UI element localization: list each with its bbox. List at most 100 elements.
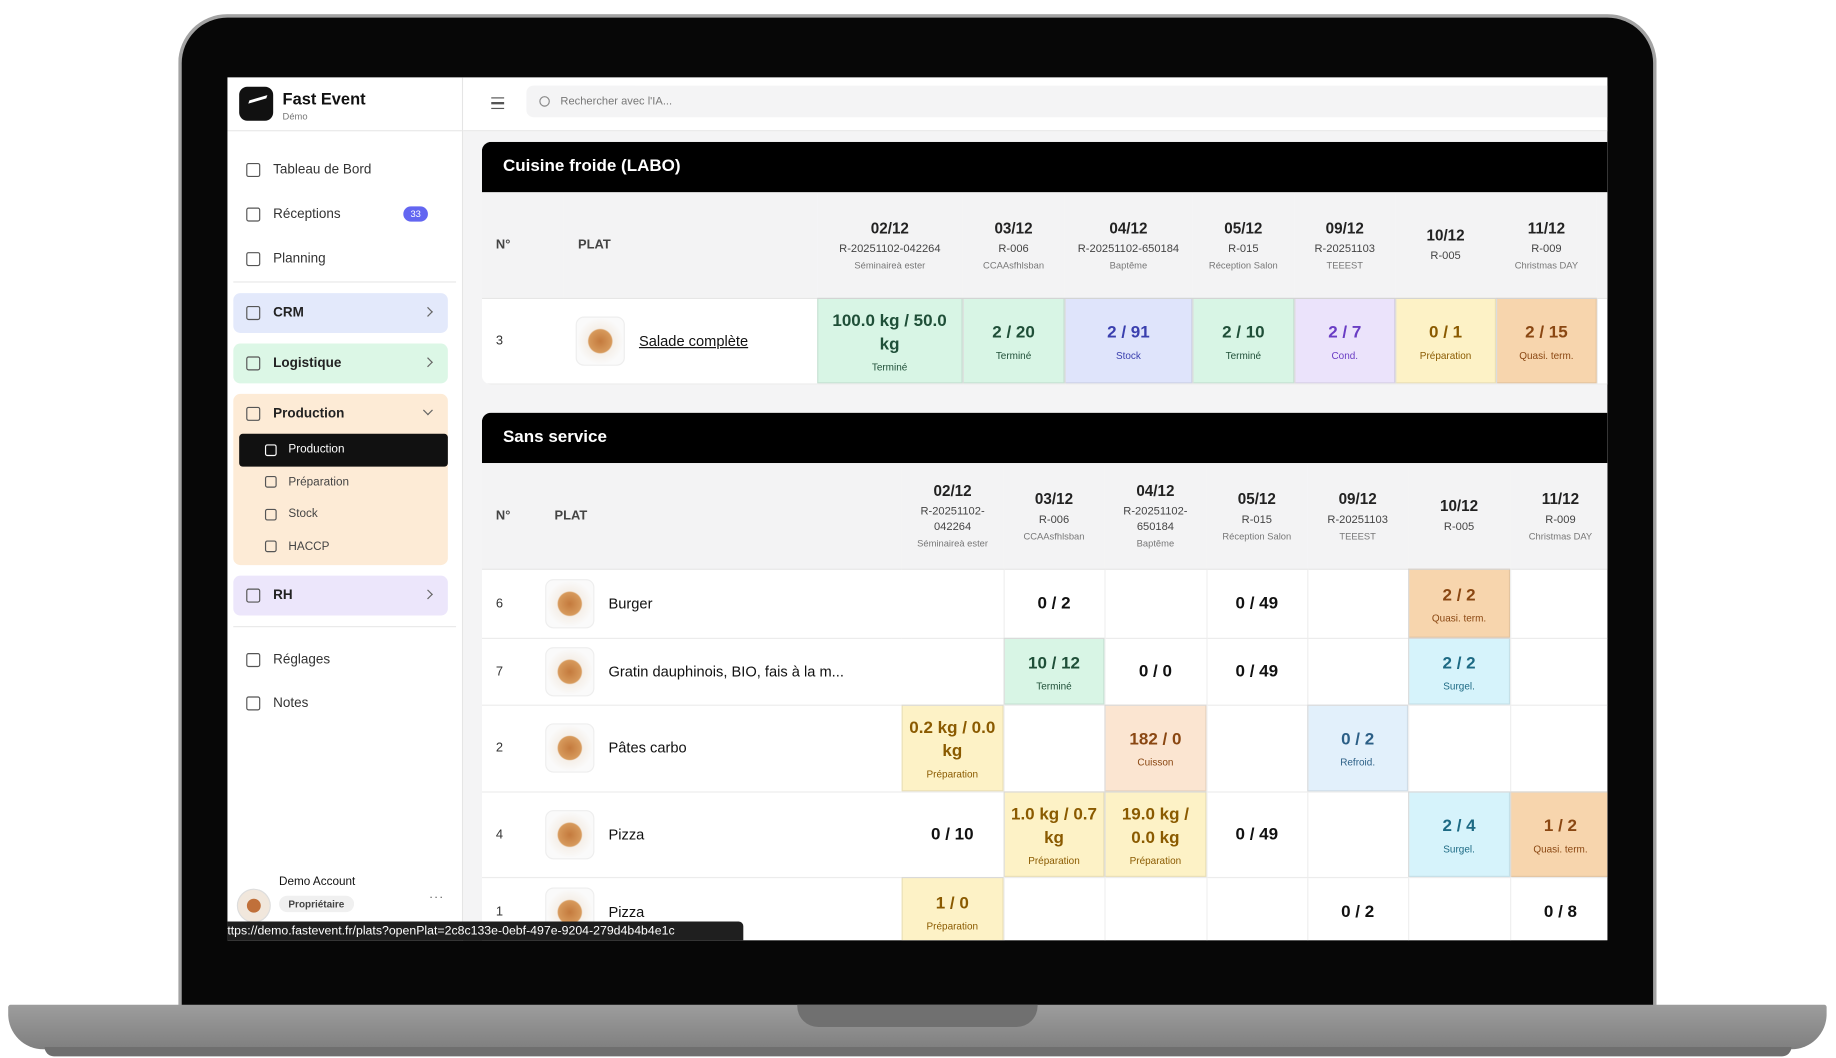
production-cell: [1510, 637, 1608, 706]
date-header: 10/12 R-005: [1408, 463, 1511, 570]
plat-name: Pâtes carbo: [608, 739, 687, 757]
search[interactable]: Rechercher avec l'IA...: [526, 85, 1608, 118]
production-cell[interactable]: 0 / 2: [1003, 568, 1105, 639]
production-cell[interactable]: 0 / 0: [1104, 637, 1207, 706]
row[interactable]: 3 Salade complète 100.0 kg / 50.0 kg Termin…: [481, 297, 1608, 384]
row[interactable]: 4 Pizza 0 / 10 1.0 kg / 0.7 kg Préparation 19…: [481, 791, 1608, 878]
row-number: 3: [481, 297, 564, 384]
nav-item[interactable]: Notes: [227, 681, 461, 724]
nav-group: Production Production Préparation Stock HACC…: [233, 393, 448, 566]
row[interactable]: 7 Gratin dauphinois, BIO, fais à la m... 1…: [481, 637, 1608, 706]
column-ref: R-20251102-650184: [1077, 242, 1180, 256]
column-ref: R-20251103: [1314, 242, 1375, 256]
production-cell[interactable]: 0 / 10: [901, 791, 1005, 878]
production-cell[interactable]: 0 / 2 Refroid.: [1307, 704, 1409, 792]
nav-label: RH: [273, 588, 293, 603]
plat-cell: Gratin dauphinois, BIO, fais à la m...: [540, 637, 902, 706]
row[interactable]: 2 Pâtes carbo 0.2 kg / 0.0 kg Préparation 18…: [481, 704, 1608, 792]
column-date: 11/12: [1541, 489, 1580, 508]
separator: [233, 626, 457, 628]
nav-icon: [246, 252, 261, 267]
cell-status: Préparation: [1129, 854, 1182, 866]
production-cell: [901, 637, 1005, 706]
cell-value: 2 / 4: [1442, 816, 1476, 836]
account[interactable]: Demo Account Propriétaire ···: [227, 870, 461, 940]
account-name: Demo Account: [279, 875, 356, 889]
nav-subitem[interactable]: Stock: [239, 498, 448, 530]
nav-subitem[interactable]: Préparation: [239, 466, 448, 498]
production-cell[interactable]: 0 / 8: [1510, 876, 1608, 941]
plat: Gratin dauphinois, BIO, fais à la m...: [545, 646, 897, 696]
production-cell[interactable]: 2 / 4 Surgel.: [1408, 791, 1511, 878]
cell-status: Préparation: [926, 920, 979, 933]
separator: [233, 281, 457, 283]
production-cell[interactable]: 100.0 kg / 50.0 kg Terminé: [817, 297, 964, 384]
column-ref: R-009: [1531, 242, 1562, 256]
production-cell[interactable]: 0 / 1 Préparation: [1395, 297, 1497, 384]
production-cell[interactable]: 1 / 0 Préparation: [901, 876, 1005, 941]
sidebar: Fast Event Démo Tableau de Bord Réception…: [227, 77, 464, 941]
main: Cuisine froide (LABO) N° PLAT 02/12 R-202511…: [481, 130, 1608, 941]
plat-cell: Pâtes carbo: [540, 704, 902, 792]
column-event: Séminaireà ester: [917, 538, 989, 549]
production-cell[interactable]: 10 / 12 Terminé: [1003, 637, 1105, 706]
production-cell[interactable]: 0 / 2: [1307, 876, 1409, 941]
nav-group-header[interactable]: Logistique: [233, 344, 448, 384]
cell-value: 2 / 15: [1525, 322, 1568, 342]
production-cell[interactable]: 0 / 49: [1206, 568, 1308, 639]
production-cell[interactable]: 2 / 7 Cond.: [1294, 297, 1396, 384]
column-date: 04/12: [1136, 482, 1175, 500]
column-ref: R-20251102-650184: [1123, 505, 1188, 534]
nav-group-header[interactable]: CRM: [233, 293, 448, 333]
production-cell[interactable]: 0 / 49: [1206, 637, 1308, 706]
brand[interactable]: Fast Event Démo: [227, 77, 462, 132]
nav-subitem[interactable]: HACCP: [239, 531, 448, 563]
table: N° PLAT 02/12 R-20251102-042264 Séminaireà e…: [481, 463, 1608, 941]
production-cell[interactable]: 2 / 10 Terminé: [1192, 297, 1295, 384]
plat: Burger: [545, 578, 897, 628]
column-date: 09/12: [1325, 218, 1364, 237]
nav-label: Tableau de Bord: [273, 162, 372, 178]
production-cell[interactable]: 2 / 15 Quasi. term.: [1495, 297, 1598, 384]
header-row: N° PLAT 02/12 R-20251102-042264 Séminaireà e…: [481, 463, 1608, 570]
cell-value: 10 / 12: [1028, 653, 1080, 673]
cell-value: 2 / 20: [992, 322, 1035, 342]
nav-item[interactable]: Tableau de Bord: [227, 148, 461, 193]
production-cell[interactable]: 1 / 2 Quasi. term.: [1510, 791, 1608, 878]
production-cell[interactable]: 1.0 kg / 0.7 kg Préparation: [1003, 791, 1105, 878]
nav-item[interactable]: Planning: [227, 237, 461, 282]
cell-status: Préparation: [1028, 854, 1080, 866]
nav-group-header[interactable]: RH: [233, 576, 448, 616]
plat-thumbnail: [545, 646, 595, 696]
cell-value: 2 / 7: [1328, 322, 1362, 342]
cell-status: Terminé: [995, 348, 1032, 361]
production-cell[interactable]: 2 / 91 Stock: [1064, 297, 1193, 384]
column-ref: R-005: [1430, 249, 1461, 263]
row-number: 4: [481, 791, 541, 878]
cell-status: Quasi. term.: [1431, 611, 1487, 624]
nav-subitem[interactable]: Production: [239, 433, 448, 467]
production-cell[interactable]: 2 / 2 Surgel.: [1408, 637, 1511, 706]
nav-item[interactable]: Réceptions 33: [227, 192, 461, 237]
nav-icon: [246, 162, 261, 178]
production-cell[interactable]: 2 / 2 Quasi. term.: [1408, 568, 1511, 639]
production-cell: [1307, 568, 1409, 639]
plat-name[interactable]: Salade complète: [638, 332, 749, 349]
date-header: 03/12 R-006 CCAAsfhlsban: [1003, 463, 1105, 570]
menu-button[interactable]: [491, 97, 505, 110]
cell-value: 19.0 kg / 0.0 kg: [1121, 804, 1189, 848]
cell-value: 0 / 2: [1341, 902, 1375, 922]
nav-label: HACCP: [288, 540, 330, 554]
app-name: Fast Event: [282, 89, 366, 108]
avatar: [236, 888, 271, 923]
cell-status: Préparation: [926, 767, 979, 780]
more-button[interactable]: ···: [429, 891, 445, 904]
production-cell[interactable]: 19.0 kg / 0.0 kg Préparation: [1104, 791, 1207, 878]
production-cell[interactable]: 0 / 49: [1206, 791, 1308, 878]
nav-item[interactable]: Réglages: [227, 638, 461, 681]
production-cell[interactable]: 2 / 20 Terminé: [962, 297, 1066, 384]
row[interactable]: 6 Burger 0 / 2 0 / 49 2 / 2 Quasi. term.: [481, 568, 1608, 639]
production-cell[interactable]: 182 / 0 Cuisson: [1104, 704, 1207, 792]
nav-group-header[interactable]: Production: [233, 394, 448, 434]
production-cell[interactable]: 0.2 kg / 0.0 kg Préparation: [901, 704, 1005, 792]
